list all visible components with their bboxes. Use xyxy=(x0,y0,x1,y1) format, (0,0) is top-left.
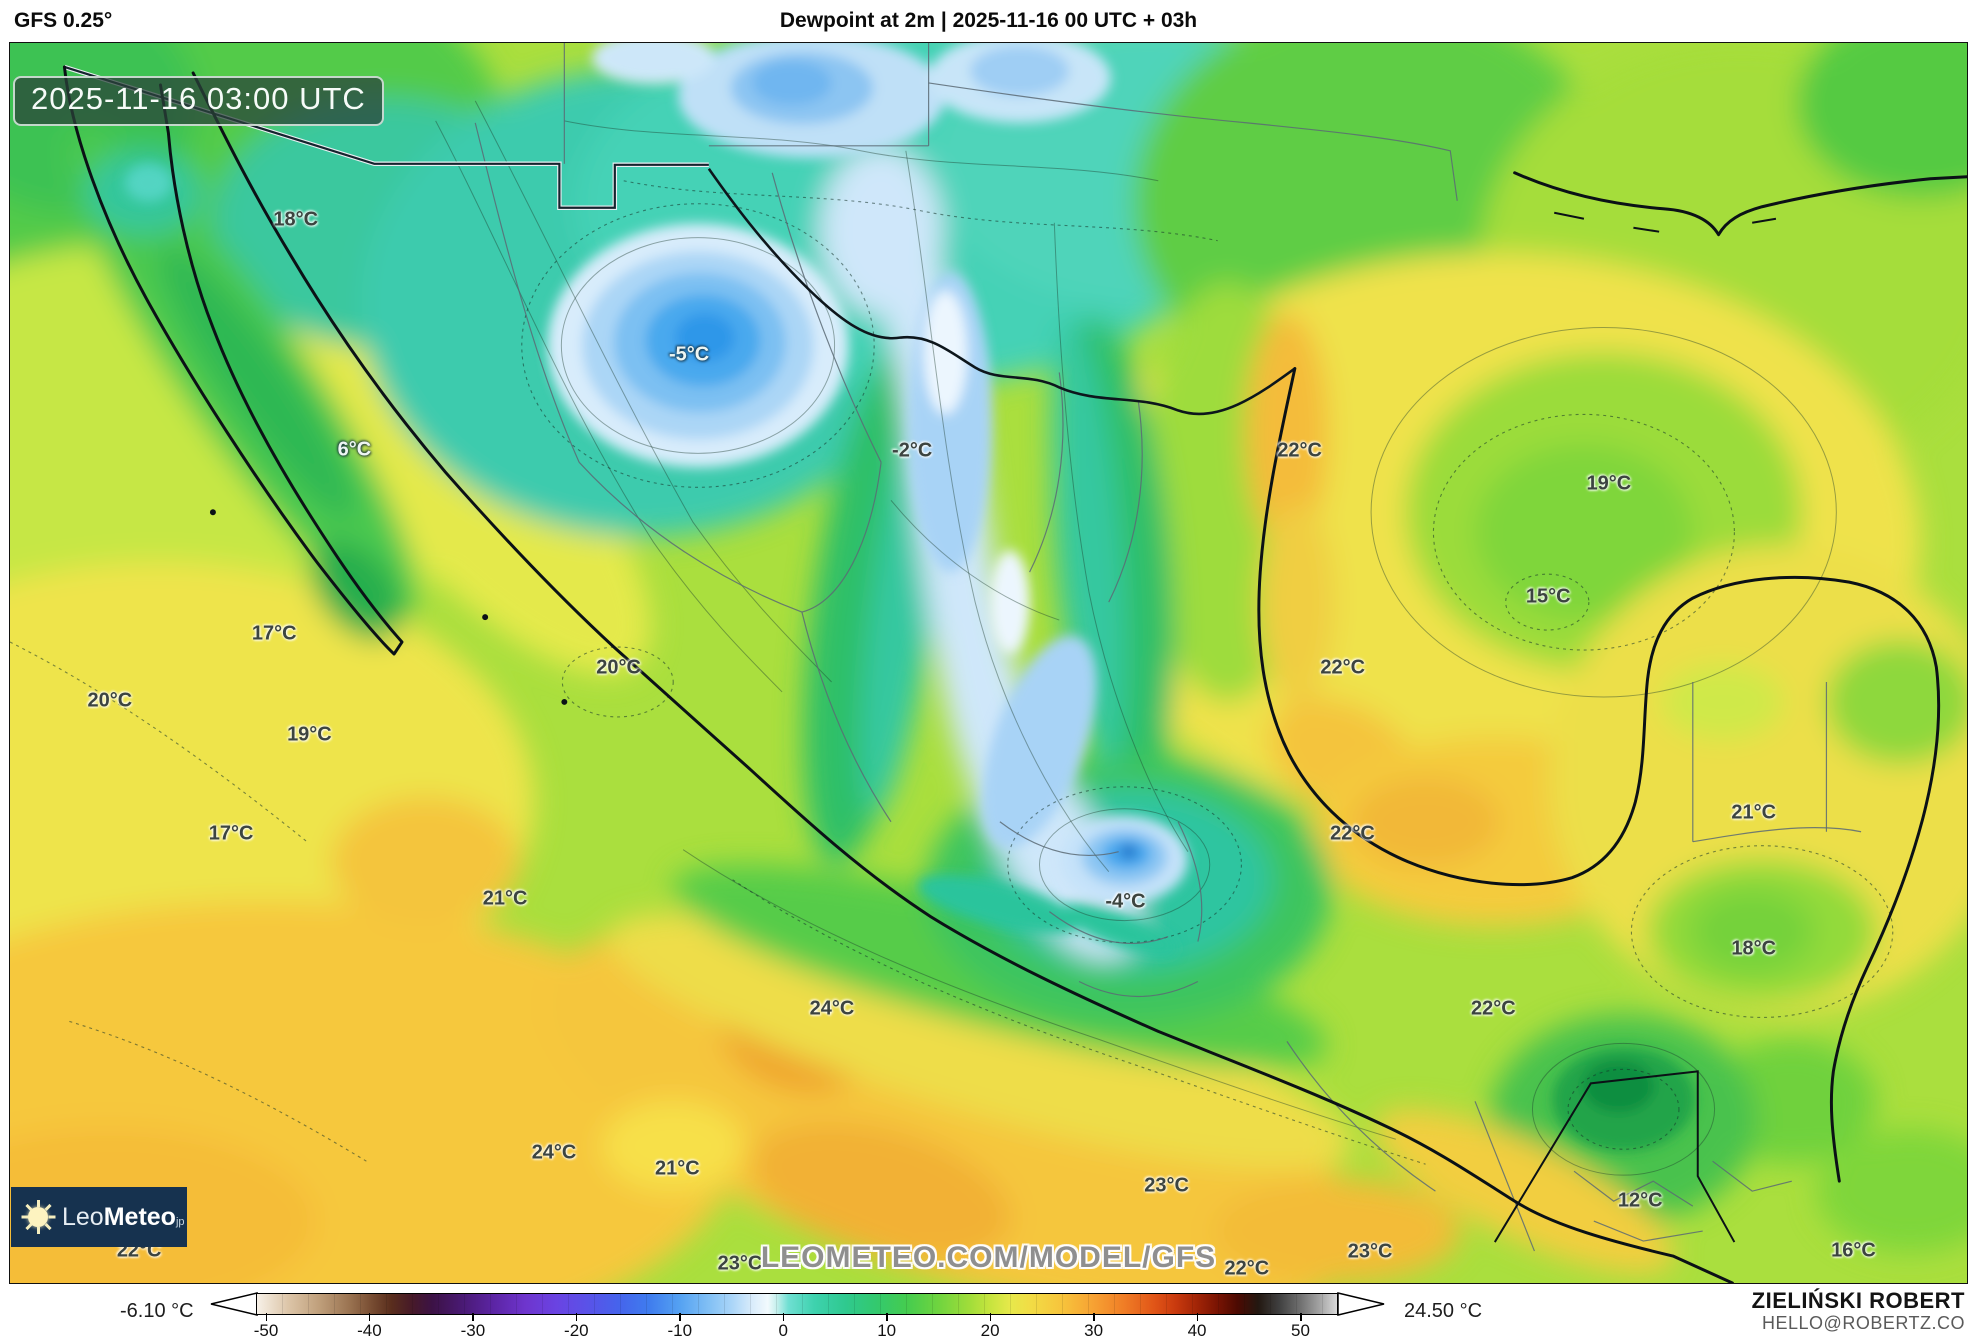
credit-name: ZIELIŃSKI ROBERT xyxy=(1751,1288,1965,1313)
temp-label: 24°C xyxy=(809,997,855,1020)
temp-label: -4°C xyxy=(1105,890,1146,913)
colorbar-left-arrow xyxy=(210,1292,258,1316)
temp-label: 21°C xyxy=(482,887,528,910)
sun-icon xyxy=(21,1200,56,1234)
temp-label: 22°C xyxy=(1277,439,1322,462)
colorbar-min-value: -6.10 °C xyxy=(120,1300,194,1322)
timestamp-badge: 2025-11-16 03:00 UTC xyxy=(13,76,384,126)
temp-label: 18°C xyxy=(1731,937,1777,960)
temp-label: 16°C xyxy=(1831,1239,1876,1262)
temp-label: 15°C xyxy=(1525,585,1571,608)
header-bar: GFS 0.25° Dewpoint at 2m | 2025-11-16 00… xyxy=(0,0,1977,42)
leometeo-logo: LeoMeteojp xyxy=(11,1187,187,1247)
temp-label: 21°C xyxy=(654,1157,700,1180)
temp-label: 23°C xyxy=(717,1252,763,1275)
temp-label: 23°C xyxy=(1144,1174,1189,1197)
temp-label: 17°C xyxy=(208,822,254,845)
temp-label: 21°C xyxy=(1731,801,1777,824)
temp-label: 12°C xyxy=(1617,1189,1663,1212)
model-label: GFS 0.25° xyxy=(14,9,113,32)
temp-label: 6°C xyxy=(337,438,372,461)
colorbar-right-arrow xyxy=(1337,1292,1385,1316)
credit-block: ZIELIŃSKI ROBERT HELLO@ROBERTZ.CO xyxy=(1752,1288,1965,1334)
temp-label: -2°C xyxy=(892,439,933,462)
temp-label: 22°C xyxy=(1320,656,1366,679)
temp-label: 20°C xyxy=(87,689,133,712)
page-title: Dewpoint at 2m | 2025-11-16 00 UTC + 03h xyxy=(779,9,1198,32)
temp-label: 19°C xyxy=(1586,472,1632,495)
logo-text: LeoMeteojp xyxy=(62,1202,185,1231)
temp-label: 22°C xyxy=(1471,997,1516,1020)
colorbar-max-value: 24.50 °C xyxy=(1404,1300,1483,1322)
credit-email: HELLO@ROBERTZ.CO xyxy=(1762,1313,1965,1334)
temp-label: 19°C xyxy=(287,723,332,746)
temp-label: 22°C xyxy=(1224,1257,1270,1280)
legend-bar: -6.10 °C -50 -40 -30 -20 -10 0 10 20 30 40 50 24.5… xyxy=(0,1285,1977,1340)
temp-label: 24°C xyxy=(531,1141,577,1164)
temp-label: -5°C xyxy=(668,343,710,366)
temp-label: 22°C xyxy=(1330,822,1375,845)
temp-label: 20°C xyxy=(596,656,641,679)
temp-label: 18°C xyxy=(273,208,319,231)
weather-map: 2025-11-16 03:00 UTC 18°C -5°C 6°C -2°C 22°C… xyxy=(9,42,1968,1284)
temp-label: 23°C xyxy=(1347,1240,1393,1263)
watermark: LEOMETEO.COM/MODEL/GFS xyxy=(760,1241,1217,1274)
temp-label: 17°C xyxy=(251,622,297,645)
colorbar-gradient xyxy=(256,1293,1338,1315)
